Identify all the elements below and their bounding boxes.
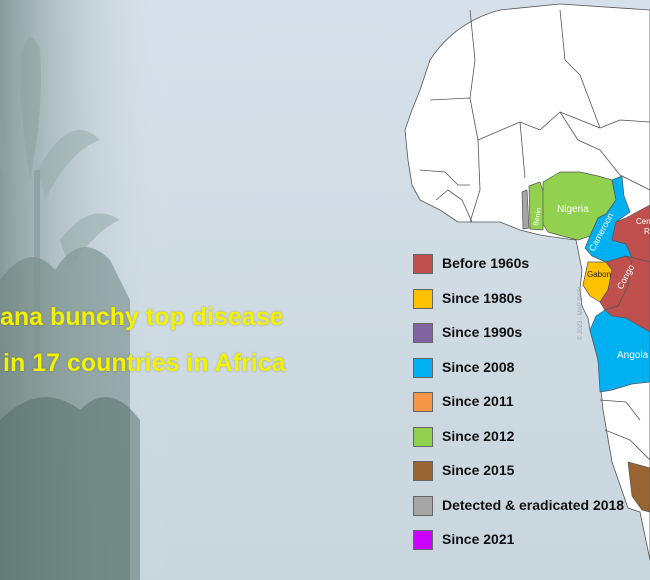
legend-label: Since 2008	[442, 358, 515, 375]
affected-countries	[521, 171, 650, 513]
legend-swatch	[413, 254, 433, 274]
region-togo	[521, 189, 530, 230]
legend-label: Before 1960s	[442, 255, 530, 271]
headline-line-1: ana bunchy top disease	[0, 303, 284, 331]
label-central-african-republic: Cen	[636, 217, 650, 226]
legend-swatch	[413, 426, 433, 447]
legend-item: Since 2012	[411, 425, 646, 460]
region-angola	[589, 309, 650, 393]
legend-label: Since 2011	[442, 393, 514, 409]
label-car-fragment: R	[644, 227, 650, 236]
legend-swatch	[413, 461, 433, 481]
map-legend: Before 1960s Since 1980s Since 1990s Since …	[411, 252, 646, 563]
legend-label: Since 1990s	[442, 324, 523, 340]
legend-label: Since 1980s	[442, 289, 523, 306]
region-mozambique-south	[627, 461, 650, 513]
legend-item: Since 2021	[411, 528, 646, 563]
region-car	[611, 204, 650, 263]
legend-item: Since 2008	[411, 356, 646, 391]
headline-line-2: in 17 countries in Africa	[3, 349, 286, 377]
legend-label: Since 2012	[442, 427, 515, 444]
legend-swatch	[413, 357, 433, 378]
legend-item: Detected & eradicated 2018	[411, 494, 646, 529]
legend-swatch	[413, 323, 433, 343]
legend-label: Since 2021	[442, 531, 515, 547]
label-nigeria: Nigeria	[557, 204, 589, 215]
legend-item: Since 2011	[411, 390, 646, 425]
label-gabon: Gabon	[587, 270, 611, 279]
legend-swatch	[413, 288, 433, 309]
legend-swatch	[413, 392, 433, 412]
legend-item: Since 1990s	[411, 321, 646, 356]
legend-label: Detected & eradicated 2018	[442, 496, 625, 513]
legend-swatch	[413, 495, 433, 516]
label-benin: Benin	[533, 207, 543, 226]
label-angola: Angola	[617, 350, 649, 361]
legend-item: Since 1980s	[411, 287, 646, 322]
legend-swatch	[413, 530, 433, 550]
legend-item: Before 1960s	[411, 252, 646, 287]
legend-item: Since 2015	[411, 459, 646, 494]
legend-label: Since 2015	[442, 462, 515, 478]
